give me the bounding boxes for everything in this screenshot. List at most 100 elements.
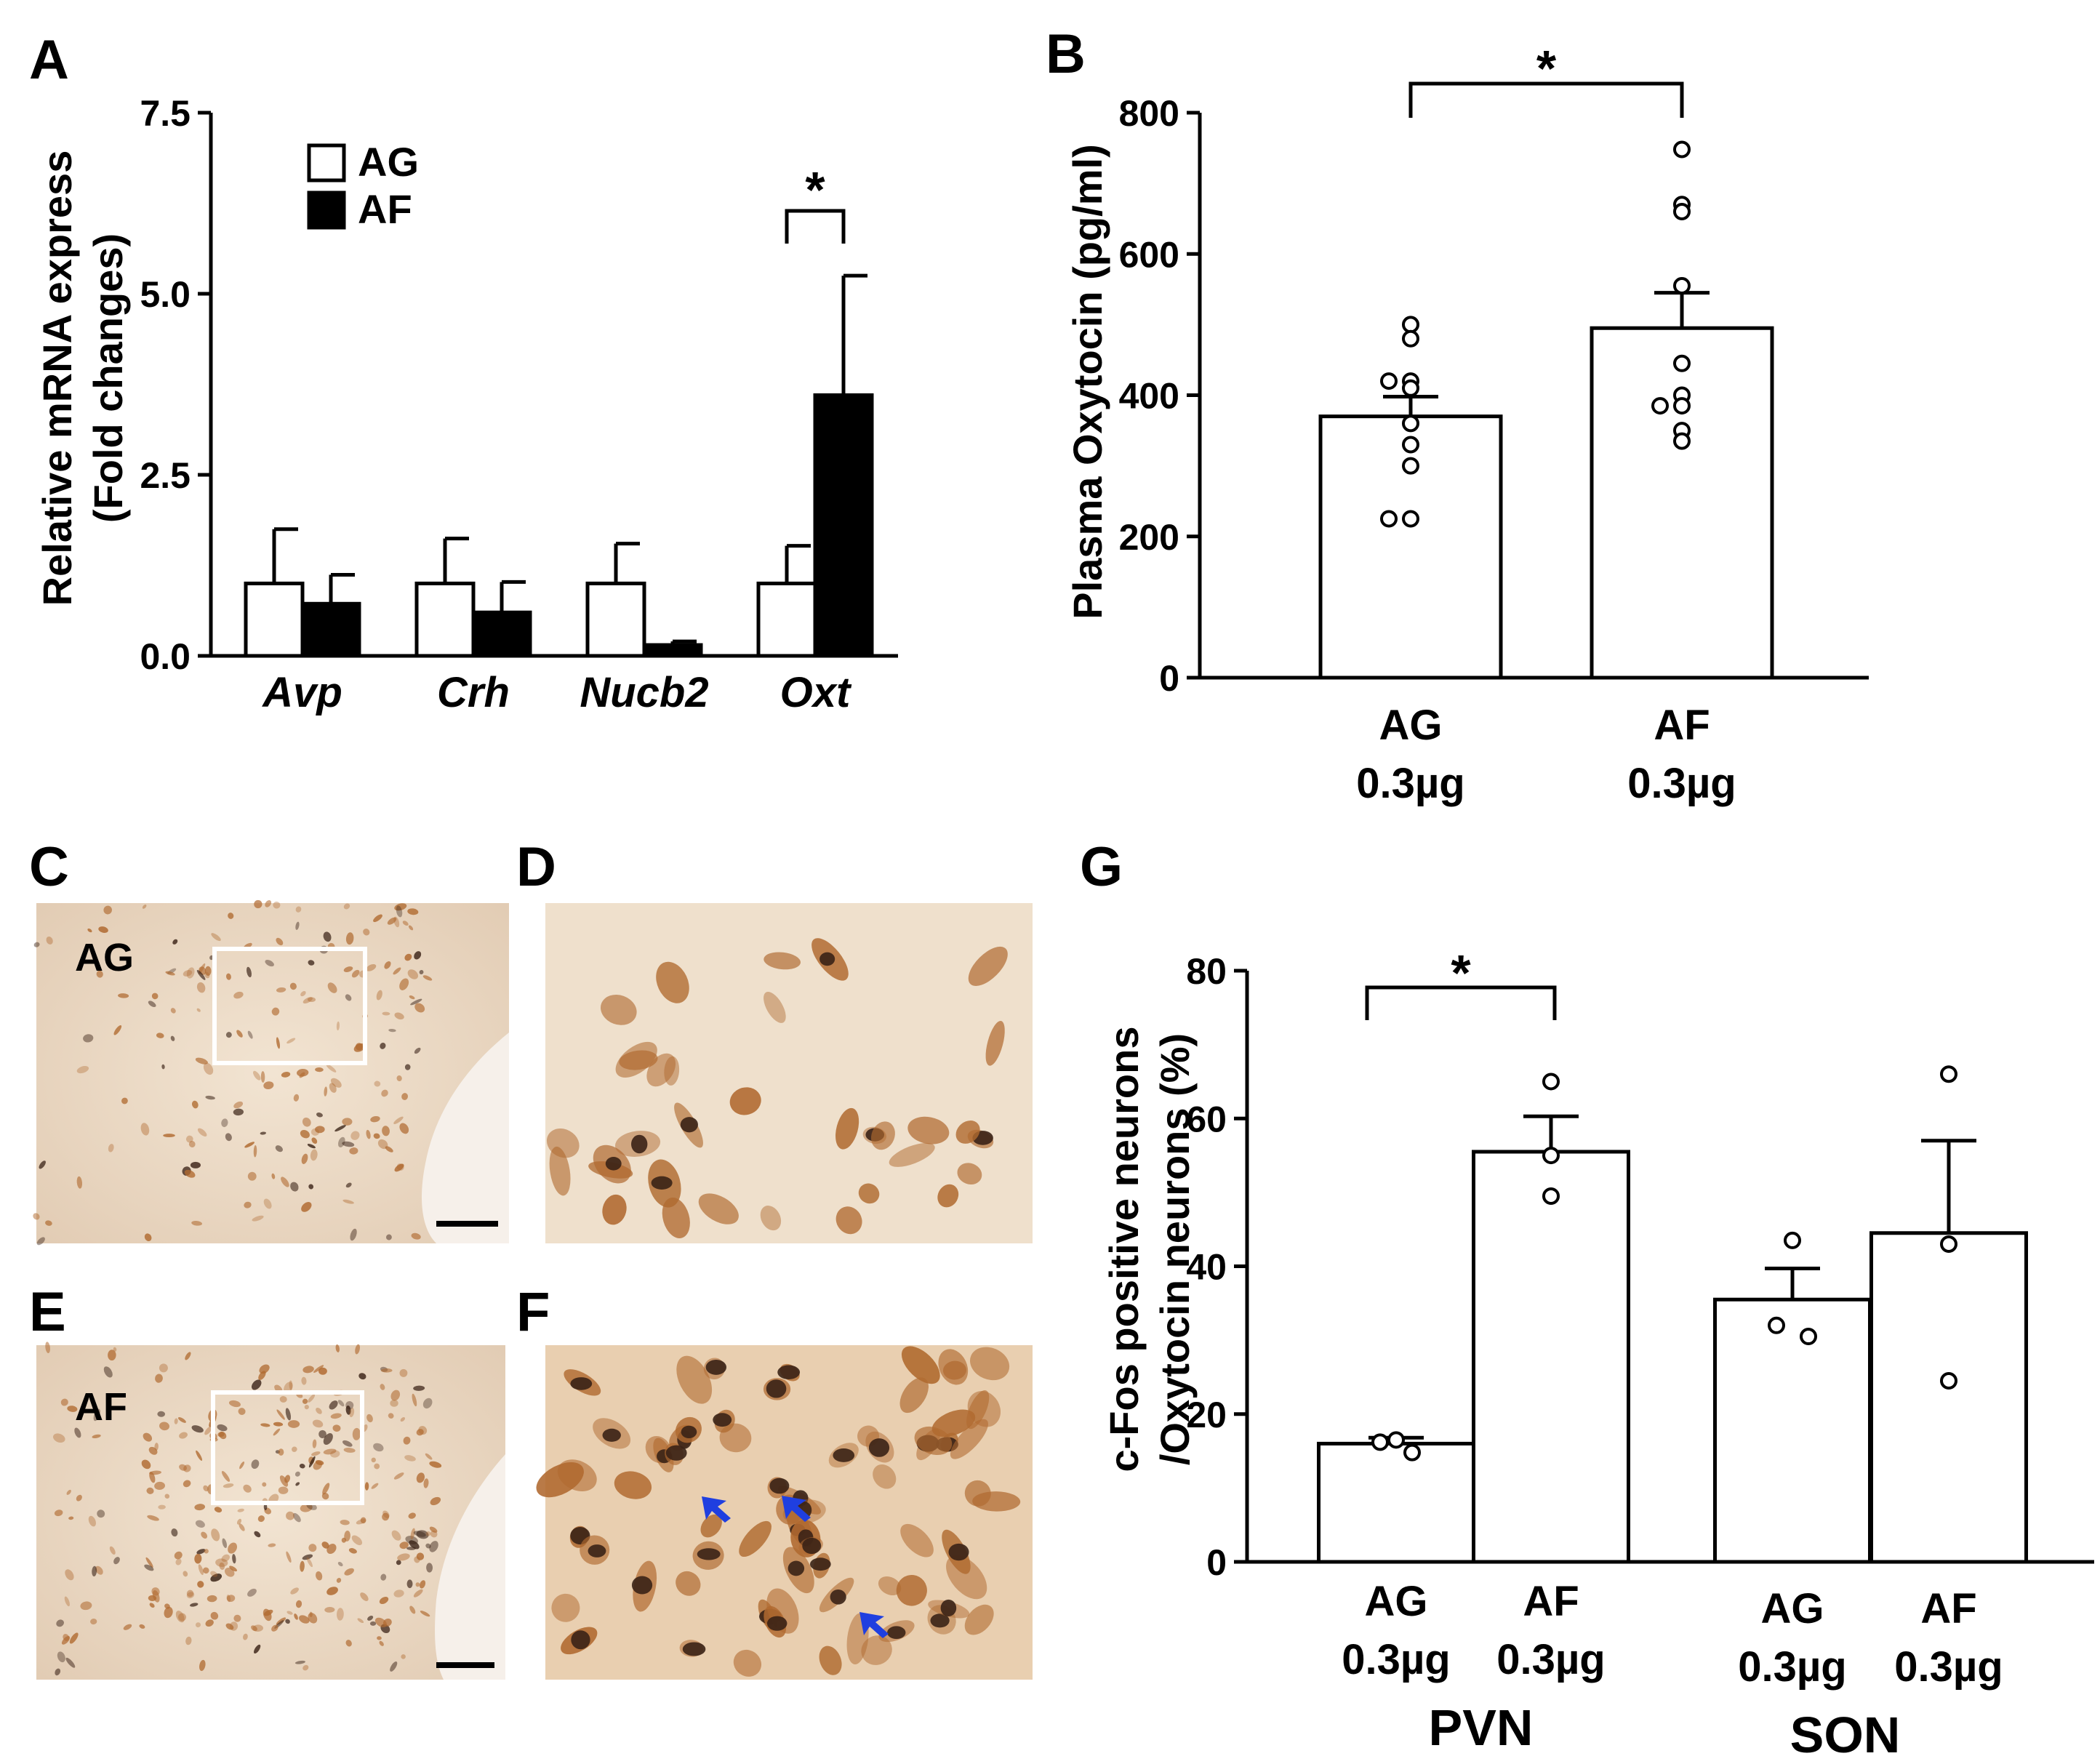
stained-cell — [224, 1567, 235, 1577]
stained-cell — [414, 1047, 421, 1054]
stained-cell — [271, 1007, 280, 1016]
stained-cell — [310, 1128, 320, 1136]
stained-neuron — [662, 1197, 690, 1238]
chart-a-significance-star: * — [805, 161, 825, 218]
stained-cell — [279, 1396, 287, 1403]
stained-cell — [204, 1549, 209, 1554]
stained-cell — [190, 1161, 201, 1168]
stained-nucleus — [697, 1548, 721, 1560]
stained-cell — [295, 1482, 300, 1486]
stained-cell — [302, 1398, 308, 1404]
stained-cell — [335, 1344, 340, 1352]
stained-cell — [399, 978, 409, 990]
stained-cell — [425, 1543, 431, 1549]
stained-nucleus — [602, 1428, 621, 1442]
stained-nucleus — [570, 1377, 593, 1390]
chart-g-category-label: AG — [1761, 1585, 1824, 1632]
stained-cell — [195, 1520, 205, 1528]
stained-cell — [330, 1450, 340, 1458]
stained-cell — [369, 1621, 377, 1626]
chart-g-category-sublabel: 0.3µg — [1342, 1636, 1450, 1683]
stained-cell — [175, 1611, 185, 1623]
stained-cell — [45, 1220, 52, 1226]
stained-cell — [425, 1453, 433, 1460]
stained-cell — [178, 1613, 187, 1621]
stained-cell — [196, 1008, 201, 1012]
stained-cell — [66, 1489, 71, 1495]
stained-cell — [316, 1407, 322, 1414]
micrograph-c-inset-box — [212, 947, 367, 1065]
chart-g-bar — [1472, 1150, 1630, 1564]
stained-cell — [145, 1557, 153, 1568]
stained-cell — [205, 1095, 215, 1100]
stained-cell — [194, 1504, 206, 1511]
stained-cell — [323, 1448, 337, 1455]
stained-cell — [204, 971, 210, 979]
stained-neuron — [557, 1459, 597, 1492]
stained-cell — [147, 1515, 159, 1521]
stained-cell — [210, 1573, 223, 1582]
legend-label-af: AF — [358, 186, 412, 232]
stained-cell — [243, 1633, 248, 1640]
stained-neuron — [907, 1116, 950, 1144]
stained-cell — [304, 1404, 309, 1410]
panel-letter-c: C — [29, 836, 69, 898]
stained-cell — [68, 1516, 74, 1520]
stained-cell — [281, 1176, 289, 1187]
panel-letter-g: G — [1080, 836, 1123, 898]
stained-cell — [322, 1483, 330, 1495]
stained-cell — [355, 1344, 361, 1355]
stained-cell — [185, 1135, 193, 1143]
stained-cell — [366, 1414, 373, 1423]
stained-cell — [229, 1621, 239, 1631]
chart-b-category-label: AF — [1654, 702, 1710, 749]
chart-b-significance-star: * — [1536, 40, 1557, 97]
panel-letter-e: E — [29, 1281, 66, 1343]
chart-b-ytick-label: 200 — [1119, 517, 1179, 558]
stained-cell — [363, 929, 370, 936]
stained-cell — [334, 1125, 346, 1132]
stained-cell — [186, 967, 195, 979]
micrograph-e: AF — [36, 1342, 505, 1680]
stained-cell — [316, 1112, 323, 1118]
stained-cell — [154, 1481, 166, 1490]
stained-cell — [113, 1347, 117, 1352]
stained-cell — [300, 1130, 310, 1139]
stained-cell — [324, 1086, 328, 1097]
stained-cell — [247, 966, 252, 978]
stained-cell — [344, 1568, 354, 1576]
stained-cell — [88, 1515, 96, 1527]
stained-cell — [342, 1440, 353, 1447]
chart-b-data-point — [1673, 202, 1691, 220]
stained-cell — [83, 1034, 94, 1043]
stained-cell — [201, 1531, 208, 1539]
stained-cell — [142, 905, 147, 909]
stained-cell — [157, 1411, 166, 1417]
stained-cell — [188, 1141, 196, 1148]
stained-cell — [422, 975, 433, 981]
stained-cell — [65, 1657, 76, 1668]
stained-cell — [357, 1618, 364, 1624]
stained-cell — [273, 1422, 284, 1427]
legend-swatch-ag — [307, 143, 346, 183]
chart-g-data-point — [1800, 1328, 1817, 1346]
micrograph-d-cells — [546, 938, 1008, 1238]
stained-neuron — [835, 1107, 859, 1150]
stained-cell — [56, 1619, 64, 1627]
stained-neuron — [733, 1649, 762, 1677]
chart-a-bar — [585, 581, 646, 658]
chart-g-data-point — [1542, 1187, 1560, 1205]
stained-nucleus — [830, 1589, 846, 1605]
chart-b-ytick-label: 0 — [1159, 658, 1179, 699]
stained-cell — [113, 1557, 120, 1565]
stained-cell — [205, 1619, 214, 1627]
stained-cell — [164, 1603, 170, 1609]
stained-cell — [371, 1483, 379, 1489]
stained-nucleus — [769, 1478, 790, 1494]
stained-nucleus — [940, 1599, 957, 1617]
chart-g-category-label: AF — [1523, 1578, 1579, 1625]
stained-cell — [219, 1562, 225, 1570]
chart-g-ytick-label: 80 — [1186, 951, 1227, 992]
stained-cell — [343, 1447, 356, 1453]
stained-cell — [373, 1443, 384, 1452]
